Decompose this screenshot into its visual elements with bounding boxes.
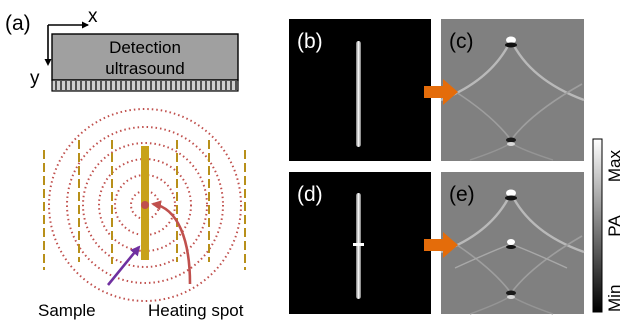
probe-label-line1: Detection	[109, 38, 181, 57]
y-axis-arrowhead	[44, 59, 52, 66]
axis-arrows	[44, 21, 89, 66]
panel-c-wavefronts	[440, 36, 585, 161]
process-arrow-bottom	[424, 232, 458, 258]
heating-spot-arrow	[151, 200, 192, 285]
panel-c-bottom-echo-bright	[507, 142, 515, 146]
panel-e-heating-echo-bright	[507, 239, 515, 245]
wave-ring	[114, 174, 176, 236]
ultrasound-probe: Detection ultrasound	[51, 33, 239, 92]
panel-c-label: (c)	[449, 30, 474, 53]
transducer-elements	[55, 81, 237, 90]
x-axis-arrowhead	[82, 21, 89, 29]
panel-c-top-echo-bright	[506, 36, 516, 44]
panel-b-label: (b)	[297, 30, 323, 53]
panel-d: (d)	[289, 172, 431, 314]
panel-e-wavefronts	[440, 189, 585, 315]
wave-ring	[66, 126, 224, 284]
x-axis-label: x	[88, 6, 98, 27]
probe-transducer-strip	[51, 79, 239, 92]
colorbar: Max PA Min	[592, 138, 620, 313]
colorbar-mid-label: PA	[605, 215, 620, 237]
panel-b-sample-signal	[356, 41, 361, 147]
panel-c-bottom-echo-dark	[506, 137, 516, 143]
process-arrow-top	[424, 79, 458, 105]
panel-e: (e)	[440, 172, 585, 315]
panel-d-label: (d)	[297, 183, 323, 206]
colorbar-min-label: Min	[605, 285, 620, 312]
sample-arrow	[106, 245, 141, 286]
probe-label-line2: ultrasound	[105, 59, 184, 78]
wave-ring	[48, 108, 242, 302]
panel-e-top-echo-bright	[506, 189, 516, 197]
panel-c-top-echo-dark	[505, 42, 517, 48]
sample-echo-lines	[43, 140, 246, 270]
panel-c: (c)	[440, 19, 585, 161]
panel-e-top-echo-dark	[505, 195, 517, 201]
wave-ring	[82, 142, 208, 268]
panel-e-bottom-echo-dark	[506, 290, 516, 296]
panel-a-label: (a)	[5, 12, 31, 35]
panel-e-bottom-echo-bright	[507, 295, 515, 299]
heating-spot-label: Heating spot	[148, 301, 244, 320]
panel-d-heating-mark	[353, 243, 364, 246]
panel-a: (a) x y Detection ultrasound	[5, 6, 246, 320]
panel-b: (b)	[289, 19, 431, 161]
sample-label: Sample	[38, 301, 96, 320]
colorbar-gradient	[592, 138, 603, 313]
heating-spot	[141, 201, 149, 209]
panel-e-label: (e)	[449, 183, 475, 206]
colorbar-max-label: Max	[605, 150, 620, 183]
probe-body	[51, 33, 239, 81]
y-axis-label: y	[30, 68, 40, 89]
panel-e-heating-echo-dark	[506, 245, 516, 249]
